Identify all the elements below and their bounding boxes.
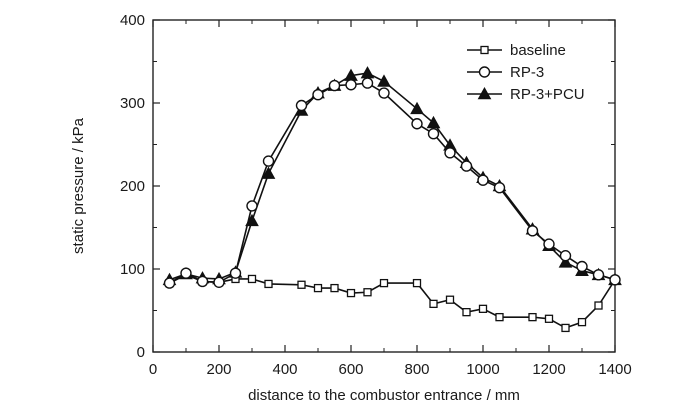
data-point [196, 275, 209, 288]
plot-frame [152, 19, 616, 353]
legend-item: baseline [467, 42, 566, 59]
data-point [410, 101, 424, 115]
data-point [377, 74, 391, 87]
legend-item: RP-3 [467, 64, 544, 81]
data-point [328, 79, 341, 92]
data-point [297, 280, 306, 289]
series-layer [162, 66, 622, 333]
x-tick-label: 200 [206, 361, 231, 378]
legend-label: RP-3 [510, 64, 544, 81]
data-point [445, 295, 455, 304]
legend: baseline RP-3 RP-3+PCU [467, 42, 585, 103]
data-point [543, 238, 555, 250]
data-point [426, 115, 441, 129]
legend-item: RP-3+PCU [467, 86, 585, 103]
data-point [264, 279, 273, 289]
x-tick-label: 1400 [598, 361, 631, 378]
data-point [444, 147, 456, 159]
y-axis-label: static pressure / kPa [70, 117, 87, 254]
data-point [528, 312, 537, 322]
data-point [493, 181, 506, 194]
legend-marker [480, 45, 489, 55]
x-tick-label: 1200 [532, 361, 565, 378]
x-tick-label: 800 [404, 361, 429, 378]
data-point [363, 288, 372, 297]
data-point [246, 200, 258, 212]
data-point [379, 278, 389, 288]
data-point [313, 283, 323, 293]
y-tick-label: 0 [137, 344, 145, 361]
data-point [427, 128, 440, 140]
y-tick-label: 100 [120, 261, 145, 278]
data-point [360, 66, 375, 79]
y-tick-label: 400 [120, 12, 145, 29]
data-point [460, 160, 473, 172]
data-point [346, 288, 356, 298]
y-axis-ticks: 0 100 200 300 400 [120, 12, 615, 361]
data-point [180, 267, 192, 279]
series-baseline [165, 270, 620, 333]
data-point [544, 314, 554, 323]
data-point [561, 323, 570, 333]
y-tick-label: 300 [120, 95, 145, 112]
data-point [558, 255, 573, 268]
data-point [429, 299, 438, 309]
data-point [163, 277, 176, 289]
data-point [495, 312, 504, 322]
data-point [594, 301, 603, 310]
data-point [559, 250, 572, 262]
data-point [295, 99, 308, 112]
data-point [378, 87, 390, 99]
x-axis-ticks: 0 200 400 600 800 1000 1200 1400 [149, 20, 632, 378]
data-point [261, 166, 276, 179]
data-point [361, 77, 374, 89]
data-point [609, 274, 621, 286]
data-point [345, 79, 357, 91]
plot-border [152, 19, 616, 353]
x-tick-label: 1000 [466, 361, 499, 378]
y-tick-label: 200 [120, 178, 145, 195]
data-point [213, 276, 225, 288]
data-point [412, 278, 422, 288]
data-point [262, 155, 275, 167]
data-point [526, 225, 539, 237]
data-point [330, 283, 339, 293]
data-point [592, 269, 605, 281]
data-point [247, 274, 257, 284]
series-rp-3 [163, 77, 621, 289]
data-point [477, 174, 489, 186]
data-point [229, 267, 242, 279]
data-point [462, 308, 471, 317]
data-point [312, 88, 324, 101]
data-point [577, 317, 587, 327]
x-tick-label: 400 [272, 361, 297, 378]
x-tick-label: 0 [149, 361, 157, 378]
legend-marker [478, 66, 491, 78]
legend-label: baseline [510, 42, 566, 59]
legend-label: RP-3+PCU [510, 86, 585, 103]
legend-marker [477, 86, 492, 100]
x-axis-label: distance to the combustor entrance / mm [248, 387, 520, 404]
data-point [411, 118, 423, 130]
series-line [169, 82, 616, 284]
data-point [478, 304, 488, 313]
data-point [576, 260, 588, 273]
x-tick-label: 600 [338, 361, 363, 378]
